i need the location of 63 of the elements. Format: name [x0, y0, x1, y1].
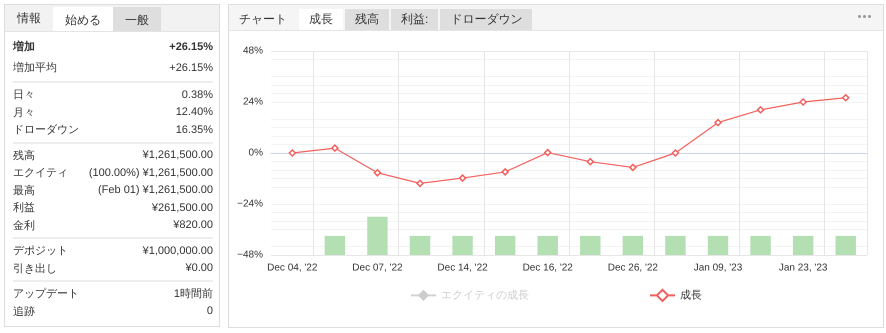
point: [842, 94, 850, 102]
point: [799, 98, 807, 106]
point: [501, 168, 509, 176]
point: [629, 164, 637, 172]
category-label: アップデート: [13, 286, 79, 302]
category-label: デポジット: [13, 244, 68, 258]
x-tick-label: Jan 23, '23: [778, 262, 828, 274]
category-label: 増加平均: [13, 60, 57, 75]
text: ¥261,500.00: [152, 202, 213, 214]
x-tick-label: Dec 04, '22: [267, 262, 318, 274]
y-tick-label: 24%: [242, 96, 264, 108]
category-label: 金利: [13, 218, 35, 233]
x-tick-label: Dec 07, '22: [352, 262, 403, 274]
text: (100.00%) ¥1,261,500.00: [88, 166, 213, 179]
category-label: エクイティ: [13, 166, 68, 180]
category-label: 追跡: [13, 304, 35, 319]
point: [672, 149, 680, 157]
text: +26.15%: [169, 62, 213, 74]
point: [544, 148, 552, 156]
text: ¥1,261,500.00: [142, 149, 213, 162]
point: [374, 169, 382, 177]
text: ¥1,000,000.00: [142, 244, 213, 257]
point: [714, 118, 722, 126]
text: 0: [206, 305, 213, 318]
text: 利益:: [391, 9, 438, 30]
text: ¥0.00: [185, 262, 213, 274]
text: チャート: [238, 11, 288, 28]
text: (Feb 01) ¥1,261,500.00: [98, 184, 213, 196]
text: 一般: [113, 7, 161, 31]
point: [416, 180, 424, 188]
category-label: ドローダウン: [13, 123, 79, 138]
x-tick-label: Jan 09, '23: [694, 262, 743, 274]
text: 1時間前: [174, 288, 213, 300]
text: +26.15%: [169, 40, 213, 52]
text: ドローダウン: [440, 9, 532, 30]
text: 16.35%: [176, 124, 213, 136]
point: [756, 106, 764, 114]
text: ¥820.00: [173, 219, 213, 232]
y-tick-label: 0%: [248, 148, 264, 158]
point: [288, 149, 296, 157]
point: [331, 144, 339, 152]
x-tick-label: Dec 16, '22: [522, 262, 574, 274]
text: 0.38%: [182, 88, 213, 101]
category-label: 最高: [13, 184, 35, 198]
category-label: 日々: [13, 88, 35, 102]
text: 始める: [53, 7, 113, 31]
point: [586, 158, 594, 166]
x-tick-label: Dec 14, '22: [437, 262, 488, 274]
category-label: 残高: [13, 148, 35, 163]
legend-label: 成長: [680, 288, 702, 302]
text: 12.40%: [176, 106, 213, 118]
y-tick-label: −24%: [237, 198, 264, 210]
point: [458, 174, 466, 182]
category-label: 利益: [13, 201, 35, 216]
category-label: 月々: [13, 106, 35, 120]
y-tick-label: −48%: [237, 250, 264, 260]
x-tick-label: Dec 26, '22: [608, 262, 658, 274]
category-label: 引き出し: [13, 262, 57, 276]
y-tick-label: 48%: [242, 46, 264, 56]
text: 残高: [345, 9, 389, 30]
category-label: 増加: [13, 39, 35, 54]
text: 情報: [16, 10, 42, 27]
text: 成長: [299, 9, 343, 30]
